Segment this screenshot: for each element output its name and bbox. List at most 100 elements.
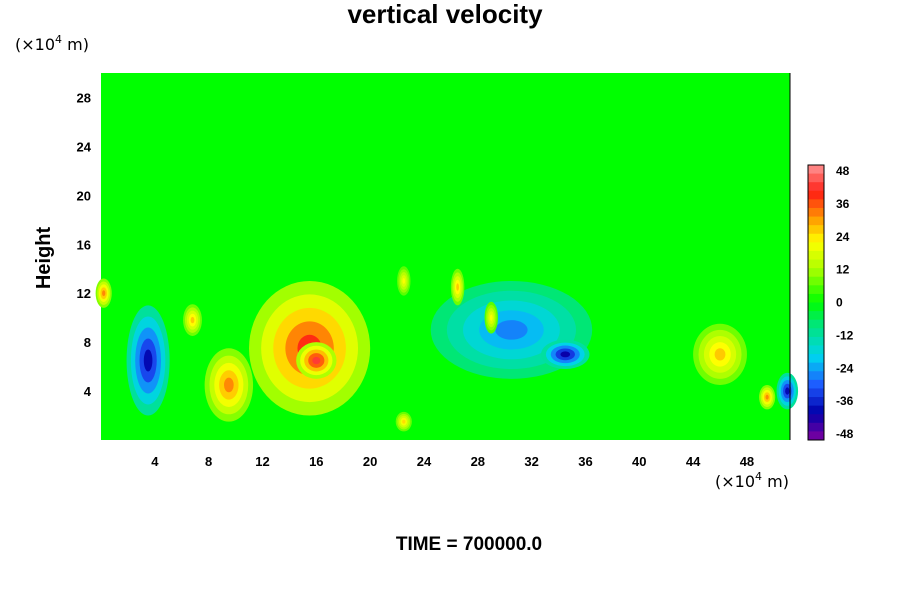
colorbar-band	[808, 379, 824, 389]
x-tick-label: 20	[363, 454, 377, 469]
x-tick-label: 40	[632, 454, 646, 469]
colorbar-tick-label: -36	[836, 394, 854, 408]
colorbar-band	[808, 173, 824, 183]
y-axis-ticks: 4 8 12 16 20 24 28	[77, 90, 92, 399]
colorbar-tick-label: -12	[836, 328, 854, 342]
colorbar-band	[808, 319, 824, 329]
y-axis-unit: (×104 m)	[15, 33, 89, 54]
field-feature	[204, 348, 254, 422]
field-feature	[395, 411, 412, 432]
colorbar-band	[808, 397, 824, 407]
y-tick-label: 24	[77, 139, 92, 154]
colorbar-band	[808, 311, 824, 321]
field-feature	[693, 323, 747, 385]
colorbar-bands	[808, 165, 824, 441]
plot-background	[101, 73, 790, 440]
colorbar-band	[808, 345, 824, 355]
colorbar-tick-label: 24	[836, 230, 850, 244]
colorbar-band	[808, 242, 824, 252]
chart-title: vertical velocity	[347, 0, 543, 29]
colorbar-band	[808, 302, 824, 312]
field-contour	[312, 356, 321, 365]
field-feature	[183, 304, 202, 337]
x-tick-label: 32	[524, 454, 538, 469]
colorbar-band	[808, 250, 824, 261]
colorbar-band	[808, 268, 824, 278]
field-contour	[785, 387, 790, 395]
y-tick-label: 16	[77, 237, 91, 252]
field-feature	[397, 266, 411, 296]
y-axis-unit-prefix: (×10	[15, 35, 55, 54]
colorbar-tick-label: -24	[836, 361, 854, 375]
colorbar-band	[808, 276, 824, 286]
x-tick-label: 4	[151, 454, 159, 469]
colorbar-band	[808, 354, 824, 364]
x-axis-unit-prefix: (×10	[715, 472, 755, 491]
field-contour	[489, 314, 493, 321]
colorbar: 48 36 24 12 0 -12 -24 -36 -48	[807, 164, 854, 441]
colorbar-band	[808, 328, 824, 338]
field-contour	[560, 351, 571, 358]
y-tick-label: 20	[77, 188, 91, 203]
x-tick-label: 44	[686, 454, 701, 469]
y-axis-unit-exponent: 4	[55, 33, 62, 46]
time-label: TIME = 700000.0	[396, 534, 542, 555]
field-feature	[541, 339, 590, 370]
colorbar-band	[808, 259, 824, 269]
colorbar-band	[808, 233, 824, 243]
y-axis-unit-suffix: m)	[62, 35, 89, 54]
x-tick-label: 36	[578, 454, 592, 469]
colorbar-band	[808, 190, 824, 200]
x-tick-label: 28	[471, 454, 485, 469]
x-axis-unit: (×104 m)	[715, 470, 789, 491]
colorbar-tick-label: 12	[836, 263, 850, 277]
field-feature	[296, 342, 337, 379]
y-tick-label: 12	[77, 286, 91, 301]
colorbar-tick-label: 0	[836, 296, 843, 310]
colorbar-band	[808, 293, 824, 303]
field-contour	[223, 377, 234, 393]
colorbar-band	[808, 336, 824, 346]
field-feature	[776, 372, 799, 410]
field-contour	[190, 316, 195, 324]
colorbar-band	[808, 431, 824, 441]
colorbar-band	[808, 199, 824, 209]
colorbar-tick-label: 48	[836, 164, 850, 178]
field-features	[95, 266, 799, 432]
x-tick-label: 8	[205, 454, 212, 469]
y-axis-label: Height	[33, 227, 55, 290]
field-contour	[714, 348, 726, 361]
colorbar-band	[808, 422, 824, 432]
y-tick-label: 4	[84, 384, 92, 399]
colorbar-band	[808, 405, 824, 415]
colorbar-tick-label: 36	[836, 197, 850, 211]
colorbar-band	[808, 362, 824, 372]
colorbar-frame	[807, 164, 825, 441]
x-axis-ticks: 4 8 12 16 20 24 28 32 36 40 44 48	[151, 454, 754, 469]
colorbar-band	[808, 414, 824, 424]
field-contour	[102, 290, 106, 297]
colorbar-band	[808, 182, 824, 192]
field-contour	[495, 320, 528, 340]
colorbar-band	[808, 165, 824, 175]
y-tick-label: 28	[77, 90, 91, 105]
field-feature	[126, 305, 170, 416]
field-contour	[402, 419, 406, 424]
x-tick-label: 48	[740, 454, 754, 469]
field-feature	[759, 384, 776, 410]
field-contour	[456, 283, 459, 291]
colorbar-band	[808, 216, 824, 226]
colorbar-ticks: 48 36 24 12 0 -12 -24 -36 -48	[836, 164, 854, 441]
y-tick-label: 8	[84, 335, 91, 350]
plot-area	[95, 73, 799, 440]
field-feature	[95, 278, 112, 308]
field-contour	[402, 278, 406, 284]
field-contour	[143, 349, 153, 372]
colorbar-band	[808, 225, 824, 235]
field-contour	[765, 394, 769, 400]
colorbar-tick-label: -48	[836, 427, 854, 441]
x-tick-label: 24	[417, 454, 432, 469]
x-tick-label: 16	[309, 454, 323, 469]
colorbar-band	[808, 207, 824, 218]
